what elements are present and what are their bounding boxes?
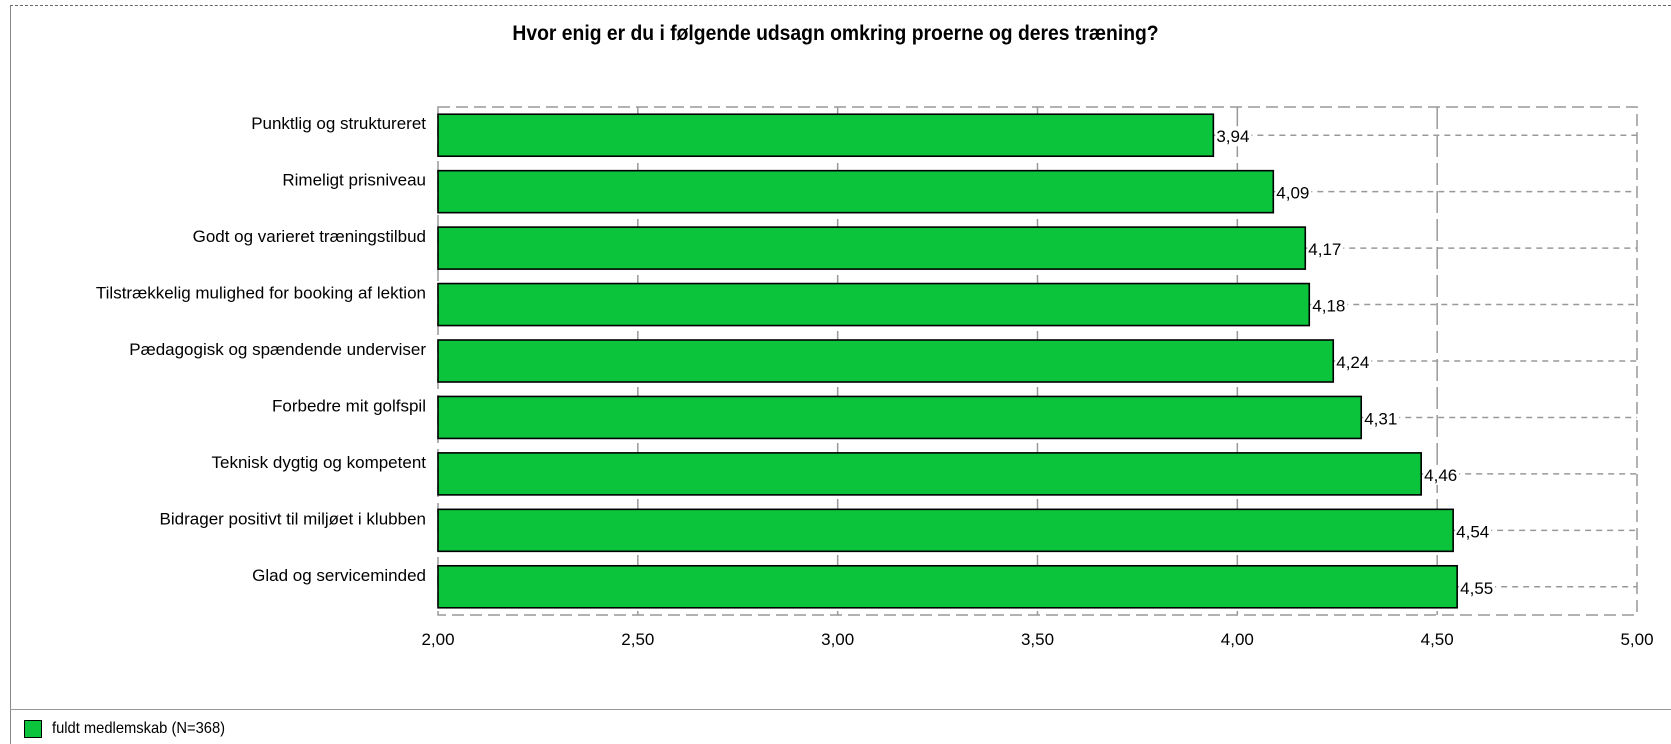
legend-swatch [24, 720, 42, 738]
data-label-bg [1311, 295, 1348, 316]
data-label: 4,55 [1460, 579, 1493, 598]
bar [437, 226, 1307, 270]
bar [437, 508, 1454, 553]
legend: fuldt medlemskab (N=368) [24, 720, 240, 738]
bar [437, 395, 1363, 440]
data-label: 4,46 [1424, 466, 1457, 485]
legend-divider [10, 709, 1671, 710]
data-label: 4,09 [1276, 184, 1309, 203]
data-label-bg [1423, 464, 1460, 485]
x-tick-label: 5,00 [1620, 630, 1653, 649]
data-label-bg [1335, 352, 1372, 372]
data-label-bg [1459, 577, 1496, 598]
bar [437, 169, 1275, 214]
x-tick-label: 4,50 [1421, 630, 1454, 649]
category-label: Rimeligt prisniveau [282, 171, 426, 190]
data-label: 4,17 [1308, 240, 1341, 259]
chart-title: Hvor enig er du i følgende udsagn omkrin… [512, 22, 1159, 45]
x-tick-label: 4,00 [1221, 630, 1254, 649]
x-tick-label: 3,00 [821, 630, 854, 649]
data-label: 4,54 [1456, 522, 1489, 541]
bar [437, 113, 1215, 158]
data-label-bg [1307, 239, 1344, 260]
data-label: 3,94 [1216, 127, 1249, 146]
category-label: Pædagogisk og spændende underviser [129, 340, 426, 359]
x-tick-label: 2,00 [421, 630, 454, 649]
category-label: Godt og varieret træningstilbud [193, 227, 426, 246]
data-label: 4,24 [1336, 353, 1369, 372]
data-label-bg [1215, 126, 1252, 147]
category-label: Punktlig og struktureret [251, 114, 426, 133]
category-label: Teknisk dygtig og kompetent [211, 453, 426, 472]
category-label: Bidrager positivt til miljøet i klubben [160, 509, 426, 528]
data-label-bg [1363, 408, 1400, 429]
legend-label: fuldt medlemskab (N=368) [52, 720, 226, 737]
bar [437, 564, 1458, 609]
data-label-bg [1275, 182, 1312, 203]
bar [437, 339, 1335, 383]
category-label: Forbedre mit golfspil [272, 396, 426, 415]
data-label: 4,31 [1364, 409, 1397, 428]
category-label: Tilstrækkelig mulighed for booking af le… [96, 284, 426, 303]
data-label: 4,18 [1312, 297, 1345, 316]
x-tick-label: 2,50 [621, 630, 654, 649]
category-label: Glad og serviceminded [252, 566, 426, 585]
chart-frame [10, 5, 1671, 744]
x-tick-label: 3,50 [1021, 630, 1054, 649]
bar [437, 282, 1311, 327]
data-label-bg [1455, 521, 1492, 542]
bar [437, 452, 1422, 496]
